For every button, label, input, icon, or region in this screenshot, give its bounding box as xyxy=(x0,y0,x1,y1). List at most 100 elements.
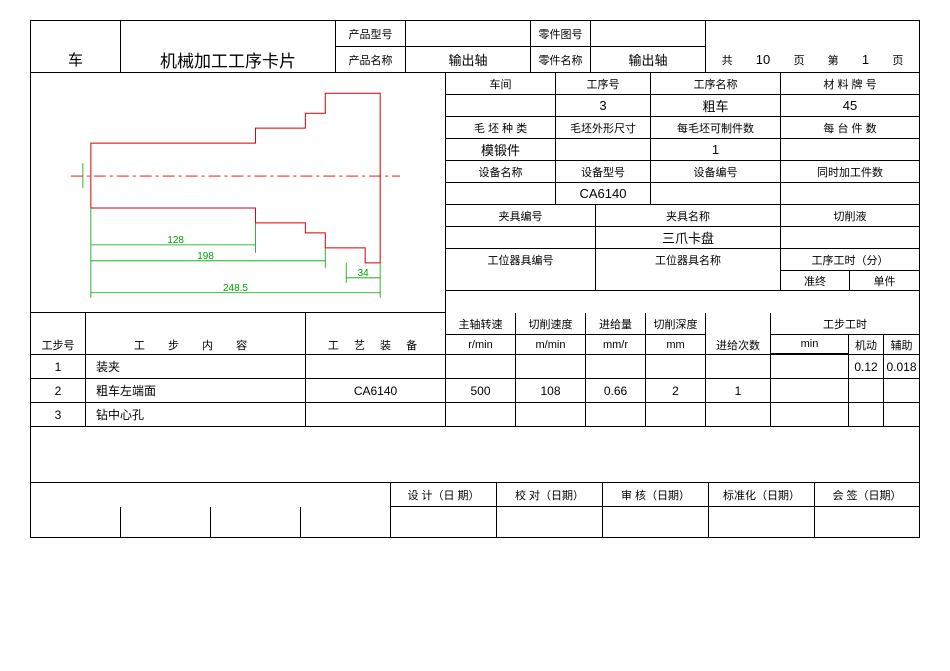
title: 机械加工工序卡片 xyxy=(121,47,336,73)
material: 45 xyxy=(781,95,919,117)
prep-label: 准终 xyxy=(781,271,850,291)
product-model xyxy=(406,21,531,47)
step-cell: 2 xyxy=(31,379,86,403)
drawing-area: 128 198 248.5 34 xyxy=(31,73,446,313)
step-cell xyxy=(646,403,706,427)
step-cell xyxy=(516,355,586,379)
workshop xyxy=(446,95,556,117)
fb1 xyxy=(31,507,121,537)
step-cell xyxy=(884,379,919,403)
h-steptime-unit: min xyxy=(771,335,848,354)
h-tooling xyxy=(306,313,446,335)
h-stepno2: 工步号 xyxy=(31,335,86,355)
step-cell: 0.66 xyxy=(586,379,646,403)
h-feed: 进给量 xyxy=(586,313,646,335)
part-name-label: 零件名称 xyxy=(531,47,591,73)
material-label: 材 料 牌 号 xyxy=(781,73,919,95)
step-cell xyxy=(771,355,849,379)
part-drawing-no xyxy=(591,21,706,47)
step-row: 3钻中心孔 xyxy=(31,403,919,427)
fb8 xyxy=(709,507,815,537)
step-cell xyxy=(446,403,516,427)
proctime-label: 工序工时（分） xyxy=(781,249,919,271)
simul xyxy=(781,183,919,205)
perblank: 1 xyxy=(651,139,781,161)
f-design: 设 计（日 期） xyxy=(391,483,497,507)
unit-label: 单件 xyxy=(850,271,919,291)
toolname xyxy=(596,271,781,291)
dim-198: 198 xyxy=(197,250,214,261)
step-cell xyxy=(706,403,771,427)
part-drawing-no-label: 零件图号 xyxy=(531,21,591,47)
step-cell xyxy=(706,355,771,379)
perblank-label: 每毛坯可制件数 xyxy=(651,117,781,139)
procno: 3 xyxy=(556,95,651,117)
process-card: 产品型号 零件图号 车 机械加工工序卡片 产品名称 输出轴 零件名称 输出轴 共… xyxy=(30,20,920,538)
step-cell: CA6140 xyxy=(306,379,446,403)
h-cutspeed-u: m/min xyxy=(516,335,586,355)
step-cell xyxy=(306,403,446,427)
step-cell xyxy=(446,355,516,379)
step-cell: 2 xyxy=(646,379,706,403)
blankdim-label: 毛坯外形尺寸 xyxy=(556,117,651,139)
info-grid: 车间 工序号 工序名称 材 料 牌 号 3 粗车 45 毛 坯 种 类 毛坯外形… xyxy=(446,73,919,313)
step-cell xyxy=(646,355,706,379)
h-content xyxy=(86,313,306,335)
step-row: 1装夹 0.120.018 xyxy=(31,355,919,379)
h-stepno xyxy=(31,313,86,335)
fixtureno xyxy=(446,227,596,249)
pg-unit2: 页 xyxy=(892,52,903,68)
blanktype-label: 毛 坯 种 类 xyxy=(446,117,556,139)
pg-prefix: 共 xyxy=(722,52,733,68)
perbatch-label: 每 台 件 数 xyxy=(781,117,919,139)
step-cell: 1 xyxy=(31,355,86,379)
f-review: 审 核（日期） xyxy=(603,483,709,507)
product-model-label: 产品型号 xyxy=(336,21,406,47)
h-content2: 工 步 内 容 xyxy=(86,335,306,355)
spacer xyxy=(31,427,919,483)
page-info: 共 10 页 第 1 页 xyxy=(706,47,919,73)
step-cell: 0.018 xyxy=(884,355,919,379)
coolant xyxy=(781,227,919,249)
step-cell xyxy=(306,355,446,379)
pg-no: 1 xyxy=(862,52,869,67)
fixtureno-label: 夹具编号 xyxy=(446,205,596,227)
toolno-label: 工位器具编号 xyxy=(446,249,596,271)
h-aux: 辅助 xyxy=(884,335,919,355)
workshop-label: 车间 xyxy=(446,73,556,95)
equipno xyxy=(651,183,781,205)
col1 xyxy=(31,21,121,47)
fixturename-label: 夹具名称 xyxy=(596,205,781,227)
equipmodel: CA6140 xyxy=(556,183,651,205)
fb6 xyxy=(497,507,603,537)
fb3 xyxy=(211,507,301,537)
h-steptime-min: min xyxy=(771,335,849,355)
step-cell xyxy=(849,403,884,427)
equipname xyxy=(446,183,556,205)
h-cutspeed: 切削速度 xyxy=(516,313,586,335)
step-cell xyxy=(771,379,849,403)
step-cell: 粗车左端面 xyxy=(86,379,306,403)
f-sign: 会 签（日期） xyxy=(815,483,919,507)
step-cell: 0.12 xyxy=(849,355,884,379)
h-tooling2: 工 艺 装 备 xyxy=(306,335,446,355)
dim-34: 34 xyxy=(358,267,370,278)
part-drawing: 128 198 248.5 34 xyxy=(31,73,445,313)
step-cell xyxy=(849,379,884,403)
col1-val: 车 xyxy=(31,47,121,73)
h-steptime: 工步工时 xyxy=(771,313,919,335)
h-spindle-u: r/min xyxy=(446,335,516,355)
step-cell xyxy=(586,403,646,427)
footer-blank-left xyxy=(31,483,391,507)
step-cell: 500 xyxy=(446,379,516,403)
h-feedcount xyxy=(706,313,771,335)
step-cell: 装夹 xyxy=(86,355,306,379)
step-cell: 3 xyxy=(31,403,86,427)
h-depth-u: mm xyxy=(646,335,706,355)
h-steptime-label: 工步工时 xyxy=(771,313,919,334)
h-feed-u: mm/r xyxy=(586,335,646,355)
pg-prefix2: 第 xyxy=(828,52,839,68)
step-row: 2粗车左端面CA61405001080.6621 xyxy=(31,379,919,403)
pg-unit1: 页 xyxy=(793,52,804,68)
step-cell xyxy=(516,403,586,427)
